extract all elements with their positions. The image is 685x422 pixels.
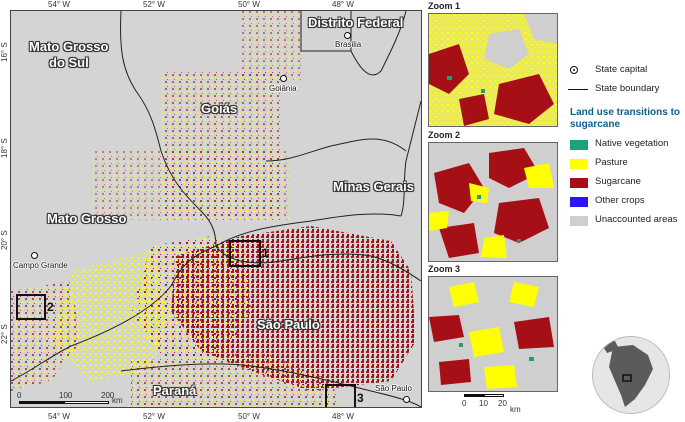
- other-crops-label: Other crops: [595, 195, 645, 206]
- zoom-scale-tick-0: 0: [462, 399, 467, 408]
- zoom-panel-1[interactable]: [428, 13, 558, 127]
- lon-bottom-54: 54° W: [48, 412, 70, 421]
- locator-globe: [592, 336, 670, 414]
- unaccounted-areas-label: Unaccounted areas: [595, 214, 678, 225]
- state-label-goias: Goiás: [201, 101, 238, 116]
- legend-item-sugarcane: Sugarcane: [570, 176, 685, 190]
- legend-state-capital: State capital: [595, 64, 648, 75]
- scale-tick-100: 100: [59, 391, 73, 400]
- zoom-panel-1-title: Zoom 1: [428, 1, 461, 11]
- zoom-scale-segment-2: [484, 394, 504, 397]
- lon-top-48: 48° W: [332, 0, 354, 9]
- city-label-goiania: Goiânia: [269, 84, 297, 93]
- locator-study-area: [622, 374, 632, 382]
- lat-22: 22° S: [0, 324, 9, 344]
- zoom-box-2[interactable]: [16, 294, 46, 320]
- state-label-sao-paulo: São Paulo: [257, 317, 320, 332]
- state-label-mato-grosso-do-sul-line1: Mato Grosso: [29, 39, 109, 54]
- lon-top-52: 52° W: [143, 0, 165, 9]
- locator-globe-canvas: [601, 341, 653, 407]
- legend: State capital State boundary Land use tr…: [566, 62, 684, 232]
- zoom-scale-bar: 0 10 20 km: [460, 394, 530, 418]
- zoom-panel-3[interactable]: [428, 276, 558, 392]
- scale-bar: 0 100 200 km: [17, 391, 127, 405]
- native-vegetation-label: Native vegetation: [595, 138, 669, 149]
- city-label-campo-grande: Campo Grande: [13, 261, 68, 270]
- legend-item-native-vegetation: Native vegetation: [570, 138, 685, 152]
- state-label-mato-grosso-do-sul-line2: do Sul: [49, 55, 89, 70]
- capital-marker-goiania: [280, 75, 287, 82]
- state-boundaries: [11, 11, 421, 407]
- sugarcane-label: Sugarcane: [595, 176, 641, 187]
- zoom-panel-1-canvas: [429, 14, 557, 126]
- main-map-canvas: [11, 11, 421, 407]
- zoom-scale-unit: km: [510, 405, 521, 414]
- zoom-box-2-label: 2: [47, 300, 54, 314]
- legend-heading-line1: Land use transitions to: [570, 107, 681, 118]
- state-capital-icon: [570, 66, 578, 74]
- zoom-box-1-label: 1: [262, 246, 269, 260]
- unaccounted-areas-swatch: [570, 216, 588, 226]
- state-label-minas-gerais: Minas Gerais: [333, 179, 414, 194]
- lat-20: 20° S: [0, 230, 9, 250]
- scale-tick-0: 0: [17, 391, 22, 400]
- state-label-distrito-federal: Distrito Federal: [308, 15, 404, 30]
- capital-marker-brasilia: [344, 32, 351, 39]
- zoom-box-3-label: 3: [357, 391, 364, 405]
- pasture-swatch: [570, 159, 588, 169]
- zoom-box-3[interactable]: [325, 384, 356, 407]
- other-crops-swatch: [570, 197, 588, 207]
- zoom-scale-tick-20: 20: [498, 399, 507, 408]
- zoom-box-1[interactable]: [229, 240, 261, 267]
- zoom-scale-tick-10: 10: [479, 399, 488, 408]
- lon-bottom-50: 50° W: [238, 412, 260, 421]
- zoom-panel-3-canvas: [429, 282, 554, 389]
- state-label-mato-grosso: Mato Grosso: [47, 211, 127, 226]
- zoom-panel-2[interactable]: [428, 142, 558, 262]
- state-boundary-icon: [568, 89, 588, 90]
- lat-18: 18° S: [0, 138, 9, 158]
- legend-item-pasture: Pasture: [570, 157, 685, 171]
- capital-marker-campo-grande: [31, 252, 38, 259]
- legend-item-unaccounted-areas: Unaccounted areas: [570, 214, 685, 228]
- capital-marker-sao-paulo: [403, 396, 410, 403]
- zoom-panel-3-title: Zoom 3: [428, 264, 461, 274]
- city-label-brasilia: Brasilia: [335, 40, 362, 49]
- zoom-scale-segment-1: [464, 394, 484, 397]
- lon-bottom-52: 52° W: [143, 412, 165, 421]
- lon-top-50: 50° W: [238, 0, 260, 9]
- city-label-sao-paulo: São Paulo: [375, 384, 412, 393]
- zoom-panel-2-canvas: [429, 148, 554, 258]
- lon-top-54: 54° W: [48, 0, 70, 9]
- lat-16: 16° S: [0, 42, 9, 62]
- pasture-label: Pasture: [595, 157, 628, 168]
- scale-bar-segment-1: [19, 401, 64, 404]
- zoom-panel-2-title: Zoom 2: [428, 130, 461, 140]
- scale-unit: km: [112, 396, 123, 405]
- state-label-parana: Paraná: [153, 383, 197, 398]
- lon-bottom-48: 48° W: [332, 412, 354, 421]
- native-vegetation-swatch: [570, 140, 588, 150]
- legend-heading-line2: sugarcane: [570, 119, 621, 130]
- scale-bar-segment-2: [64, 401, 109, 404]
- sugarcane-swatch: [570, 178, 588, 188]
- scale-tick-200: 200: [101, 391, 115, 400]
- main-map: 1 2 3 Distrito Federal Mato Grosso do Su…: [10, 10, 422, 408]
- legend-state-boundary: State boundary: [595, 83, 660, 94]
- legend-item-other-crops: Other crops: [570, 195, 685, 209]
